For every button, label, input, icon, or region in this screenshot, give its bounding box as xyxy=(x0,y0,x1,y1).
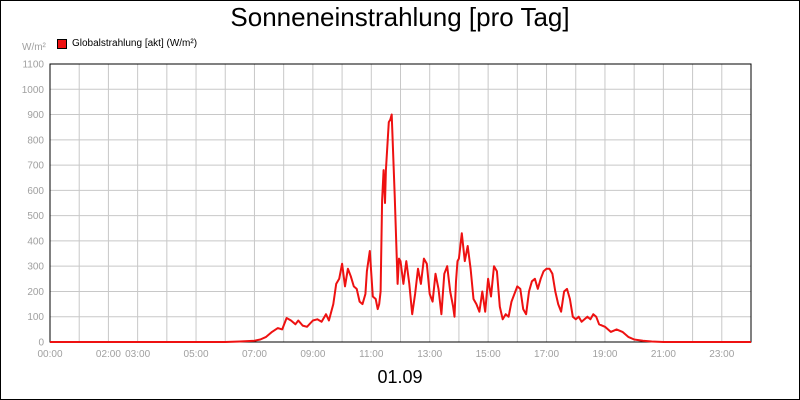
y-tick-label: 300 xyxy=(27,262,44,273)
legend: Globalstrahlung [akt] (W/m²) xyxy=(57,38,197,49)
plot-area-border xyxy=(49,63,752,343)
x-tick-label: 19:00 xyxy=(592,349,617,360)
x-tick-label: 02:00 xyxy=(96,349,121,360)
y-tick-label: 1100 xyxy=(22,60,44,71)
y-tick-label: 400 xyxy=(27,236,44,247)
y-tick-label: 200 xyxy=(27,287,44,298)
legend-label: Globalstrahlung [akt] (W/m²) xyxy=(72,38,198,49)
y-tick-label: 0 xyxy=(38,338,44,349)
x-tick-label: 03:00 xyxy=(125,349,150,360)
chart-title: Sonneneinstrahlung [pro Tag] xyxy=(230,2,570,32)
y-tick-label: 600 xyxy=(27,186,44,197)
x-tick-label: 17:00 xyxy=(534,349,559,360)
x-tick-label: 13:00 xyxy=(417,349,442,360)
x-tick-label: 21:00 xyxy=(651,349,676,360)
series-line xyxy=(50,113,751,343)
y-tick-label: 100 xyxy=(27,312,44,323)
x-axis-label: 01.09 xyxy=(377,367,423,387)
x-tick-label: 09:00 xyxy=(300,349,325,360)
y-tick-label: 900 xyxy=(27,110,44,121)
y-axis-unit-label: W/m² xyxy=(22,42,46,53)
x-tick-label: 23:00 xyxy=(709,349,734,360)
y-tick-label: 800 xyxy=(27,135,44,146)
x-tick-label: 11:00 xyxy=(359,349,384,360)
x-tick-label: 00:00 xyxy=(37,349,62,360)
legend-swatch xyxy=(57,38,67,49)
x-tick-label: 05:00 xyxy=(184,349,209,360)
x-tick-label: 07:00 xyxy=(242,349,267,360)
x-tick-label: 15:00 xyxy=(476,349,501,360)
y-tick-label: 700 xyxy=(27,161,44,172)
y-tick-label: 1000 xyxy=(22,85,45,96)
y-tick-label: 500 xyxy=(27,211,44,222)
